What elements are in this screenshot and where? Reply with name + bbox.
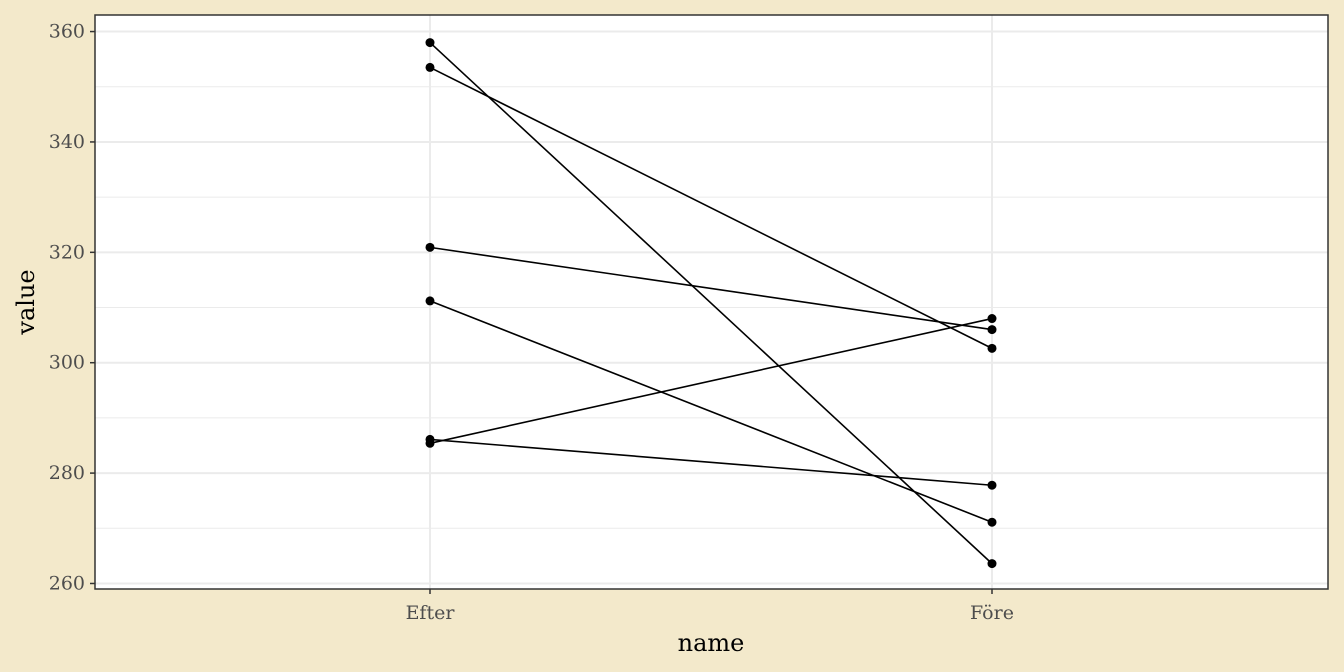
y-tick-label: 320 — [49, 241, 85, 263]
x-axis-title: name — [678, 629, 745, 657]
y-tick-label: 260 — [49, 572, 85, 594]
series-line — [429, 438, 993, 487]
y-tick-label: 360 — [49, 21, 85, 43]
panel-background — [95, 15, 1328, 589]
series-line — [429, 66, 993, 350]
data-point — [425, 242, 435, 252]
data-point — [987, 480, 997, 490]
data-point — [987, 343, 997, 353]
series-line — [429, 246, 993, 331]
data-point — [987, 559, 997, 569]
series-line — [429, 300, 993, 523]
y-tick-label: 280 — [49, 462, 85, 484]
grid-lines — [95, 15, 1328, 589]
data-point — [987, 314, 997, 324]
y-tick-label: 340 — [49, 131, 85, 153]
series-line — [429, 317, 993, 445]
y-axis-title: value — [12, 269, 40, 335]
axes: 260 280 300 320 340 360 Efter Före — [49, 21, 1014, 624]
data-points — [425, 38, 997, 569]
series-lines — [429, 42, 993, 565]
y-tick-label: 300 — [49, 352, 85, 374]
data-point — [425, 38, 435, 48]
x-tick-label: Efter — [406, 602, 456, 624]
x-tick-label: Före — [970, 602, 1014, 624]
data-point — [425, 296, 435, 306]
data-point — [987, 517, 997, 527]
data-point — [425, 438, 435, 448]
panel-border — [94, 14, 1329, 590]
data-point — [987, 325, 997, 335]
series-line — [429, 42, 993, 565]
data-point — [425, 62, 435, 72]
